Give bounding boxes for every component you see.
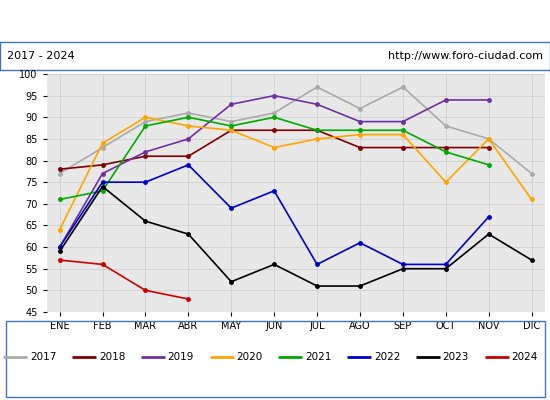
Text: 2017: 2017 xyxy=(30,352,57,362)
Text: Evolucion del paro registrado en Santa Cruz de los Cáñamos: Evolucion del paro registrado en Santa C… xyxy=(73,14,477,27)
Text: 2017 - 2024: 2017 - 2024 xyxy=(7,51,74,61)
Text: 2018: 2018 xyxy=(99,352,125,362)
Text: http://www.foro-ciudad.com: http://www.foro-ciudad.com xyxy=(388,51,543,61)
Text: 2024: 2024 xyxy=(512,352,538,362)
Text: 2020: 2020 xyxy=(236,352,263,362)
Text: 2021: 2021 xyxy=(305,352,332,362)
Text: 2023: 2023 xyxy=(443,352,469,362)
Text: 2022: 2022 xyxy=(374,352,400,362)
Text: 2019: 2019 xyxy=(168,352,194,362)
